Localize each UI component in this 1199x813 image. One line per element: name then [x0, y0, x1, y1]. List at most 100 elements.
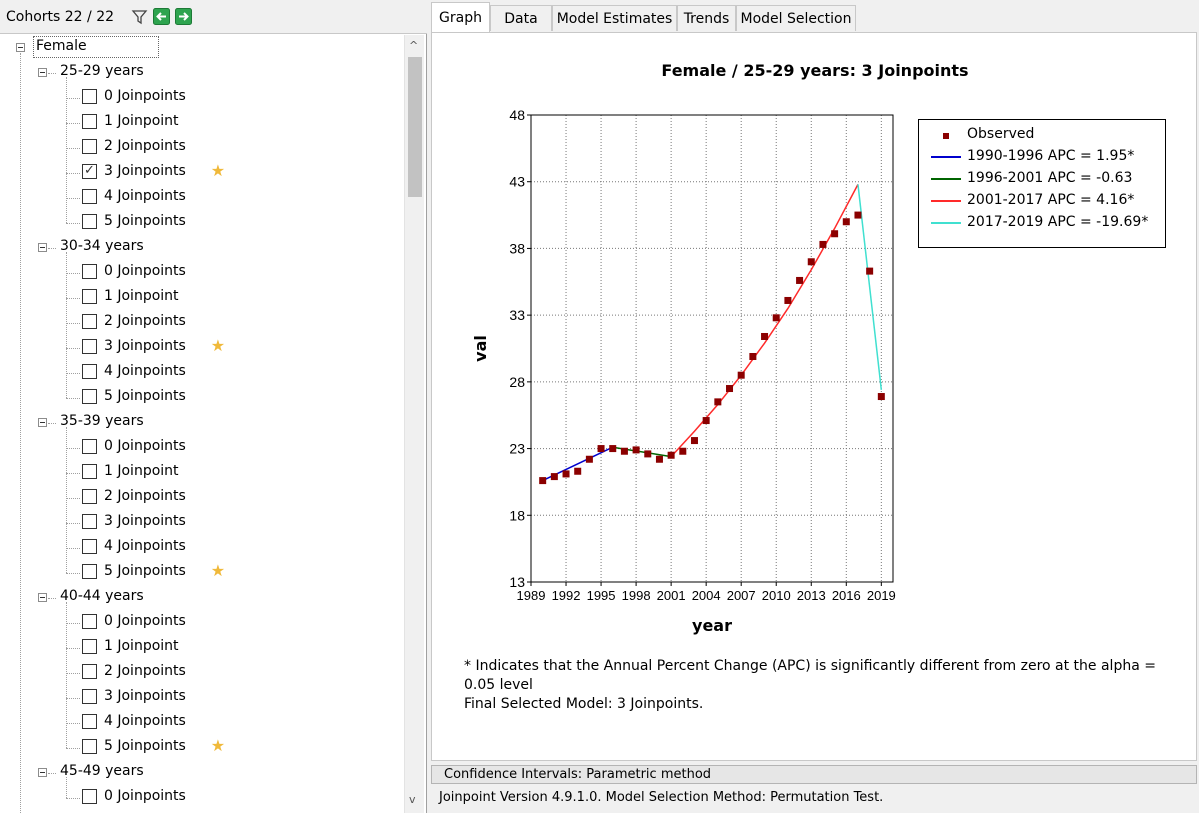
x-tick-label: 1992 — [552, 588, 581, 603]
checkbox[interactable] — [82, 189, 97, 204]
tree-node-sex[interactable]: Female — [0, 36, 400, 60]
tree-node-model[interactable]: ✓ 3 Joinpoints ★ — [0, 161, 400, 185]
tab-trends[interactable]: Trends — [677, 5, 736, 31]
focus-outline — [33, 36, 159, 58]
tree-node-age-group[interactable]: 40-44 years — [0, 588, 400, 610]
x-tick-label: 1998 — [622, 588, 651, 603]
tree-node-model[interactable]: 2 Joinpoints — [0, 313, 400, 335]
tree-node-model[interactable]: 3 Joinpoints — [0, 688, 400, 710]
tree-node-model[interactable]: 1 Joinpoint — [0, 113, 400, 135]
footnote-line2: 0.05 level — [464, 677, 533, 693]
checkbox[interactable] — [82, 789, 97, 804]
scroll-down-icon[interactable]: v — [409, 793, 416, 806]
checkbox[interactable] — [82, 114, 97, 129]
checkbox[interactable] — [82, 439, 97, 454]
tree-node-model[interactable]: 0 Joinpoints — [0, 88, 400, 110]
scroll-up-icon[interactable]: ^ — [409, 39, 419, 52]
scrollbar-thumb[interactable] — [408, 57, 422, 197]
legend-seg4: 2017-2019 APC = -19.69* — [967, 214, 1149, 230]
tree-node-model[interactable]: 1 Joinpoint — [0, 638, 400, 660]
tree-node-age-group[interactable]: 35-39 years — [0, 413, 400, 435]
tree-node-model[interactable]: 4 Joinpoints — [0, 188, 400, 210]
tree-node-age-group[interactable]: 45-49 years — [0, 763, 400, 785]
tree-node-model[interactable]: 2 Joinpoints — [0, 488, 400, 510]
observed-point — [877, 393, 885, 401]
tree-node-model[interactable]: 3 Joinpoints — [0, 513, 400, 535]
tree-node-model[interactable]: 0 Joinpoints — [0, 263, 400, 285]
tree-connector — [66, 348, 80, 349]
checkbox[interactable] — [82, 689, 97, 704]
checkbox[interactable] — [82, 339, 97, 354]
y-tick-label: 48 — [509, 107, 525, 123]
tree-node-model[interactable]: 2 Joinpoints — [0, 663, 400, 685]
collapse-icon[interactable] — [16, 43, 25, 52]
tree-node-label: 3 Joinpoints — [104, 513, 186, 529]
x-tick-label: 2004 — [692, 588, 721, 603]
observed-point — [784, 296, 792, 304]
checkbox[interactable] — [82, 364, 97, 379]
observed-point — [819, 240, 827, 248]
tree-node-model[interactable]: 2 Joinpoints — [0, 138, 400, 160]
checkbox[interactable] — [82, 614, 97, 629]
tree-connector — [66, 748, 80, 749]
tree-node-model[interactable]: 3 Joinpoints ★ — [0, 336, 400, 360]
checkbox[interactable] — [82, 664, 97, 679]
checkbox[interactable] — [82, 739, 97, 754]
tree-node-model[interactable]: 1 Joinpoint — [0, 463, 400, 485]
observed-point — [690, 437, 698, 445]
tree-node-label: 35-39 years — [60, 413, 144, 429]
checkbox[interactable] — [82, 539, 97, 554]
tree-scrollbar[interactable]: ^ v — [404, 35, 424, 813]
observed-point — [761, 332, 769, 340]
collapse-icon[interactable] — [38, 68, 47, 77]
tree-node-model[interactable]: 4 Joinpoints — [0, 713, 400, 735]
collapse-icon[interactable] — [38, 768, 47, 777]
collapse-icon[interactable] — [38, 593, 47, 602]
filter-icon[interactable] — [131, 8, 148, 25]
checkbox[interactable] — [82, 289, 97, 304]
collapse-icon[interactable] — [38, 243, 47, 252]
checkbox[interactable] — [82, 389, 97, 404]
tree-node-age-group[interactable]: 30-34 years — [0, 238, 400, 260]
checkbox[interactable] — [82, 464, 97, 479]
tree-node-model[interactable]: 1 Joinpoint — [0, 288, 400, 310]
tree-node-model[interactable]: 4 Joinpoints — [0, 538, 400, 560]
checkbox[interactable] — [82, 214, 97, 229]
checkbox[interactable] — [82, 514, 97, 529]
collapse-icon[interactable] — [38, 418, 47, 427]
tab-model-estimates[interactable]: Model Estimates — [552, 5, 677, 31]
x-tick-label: 2007 — [727, 588, 756, 603]
tree-node-model[interactable]: 0 Joinpoints — [0, 438, 400, 460]
tree-node-model[interactable]: 5 Joinpoints — [0, 213, 400, 235]
checkbox[interactable] — [82, 139, 97, 154]
tree-node-model[interactable]: 4 Joinpoints — [0, 363, 400, 385]
tab-model-selection[interactable]: Model Selection — [736, 5, 856, 31]
tree-connector — [20, 53, 21, 813]
tab-graph[interactable]: Graph — [431, 2, 490, 33]
tree-connector — [66, 148, 80, 149]
checkbox[interactable] — [82, 264, 97, 279]
cohort-tree[interactable]: Female 25-29 years 0 Joinpoints 1 Joinpoint… — [0, 35, 404, 813]
checkbox[interactable] — [82, 89, 97, 104]
tree-connector — [48, 73, 56, 74]
tree-node-model[interactable]: 5 Joinpoints ★ — [0, 736, 400, 760]
tree-node-label: 5 Joinpoints — [104, 738, 186, 754]
tree-node-model[interactable]: 5 Joinpoints ★ — [0, 561, 400, 585]
tree-node-model[interactable]: 0 Joinpoints — [0, 613, 400, 635]
chart-title: Female / 25-29 years: 3 Joinpoints — [661, 61, 969, 80]
expand-all-icon[interactable] — [175, 8, 192, 25]
x-tick-label: 1989 — [517, 588, 546, 603]
collapse-all-icon[interactable] — [153, 8, 170, 25]
tab-data[interactable]: Data — [490, 5, 552, 31]
checkbox[interactable] — [82, 489, 97, 504]
checkbox[interactable] — [82, 314, 97, 329]
checkbox[interactable] — [82, 564, 97, 579]
checkbox[interactable] — [82, 714, 97, 729]
tree-node-age-group[interactable]: 25-29 years — [0, 63, 400, 85]
y-tick-label: 43 — [509, 174, 525, 190]
tree-node-model[interactable]: 0 Joinpoints — [0, 788, 400, 810]
tree-node-model[interactable]: 5 Joinpoints — [0, 388, 400, 410]
tree-connector — [66, 523, 80, 524]
checkbox-checked[interactable]: ✓ — [82, 164, 97, 179]
checkbox[interactable] — [82, 639, 97, 654]
